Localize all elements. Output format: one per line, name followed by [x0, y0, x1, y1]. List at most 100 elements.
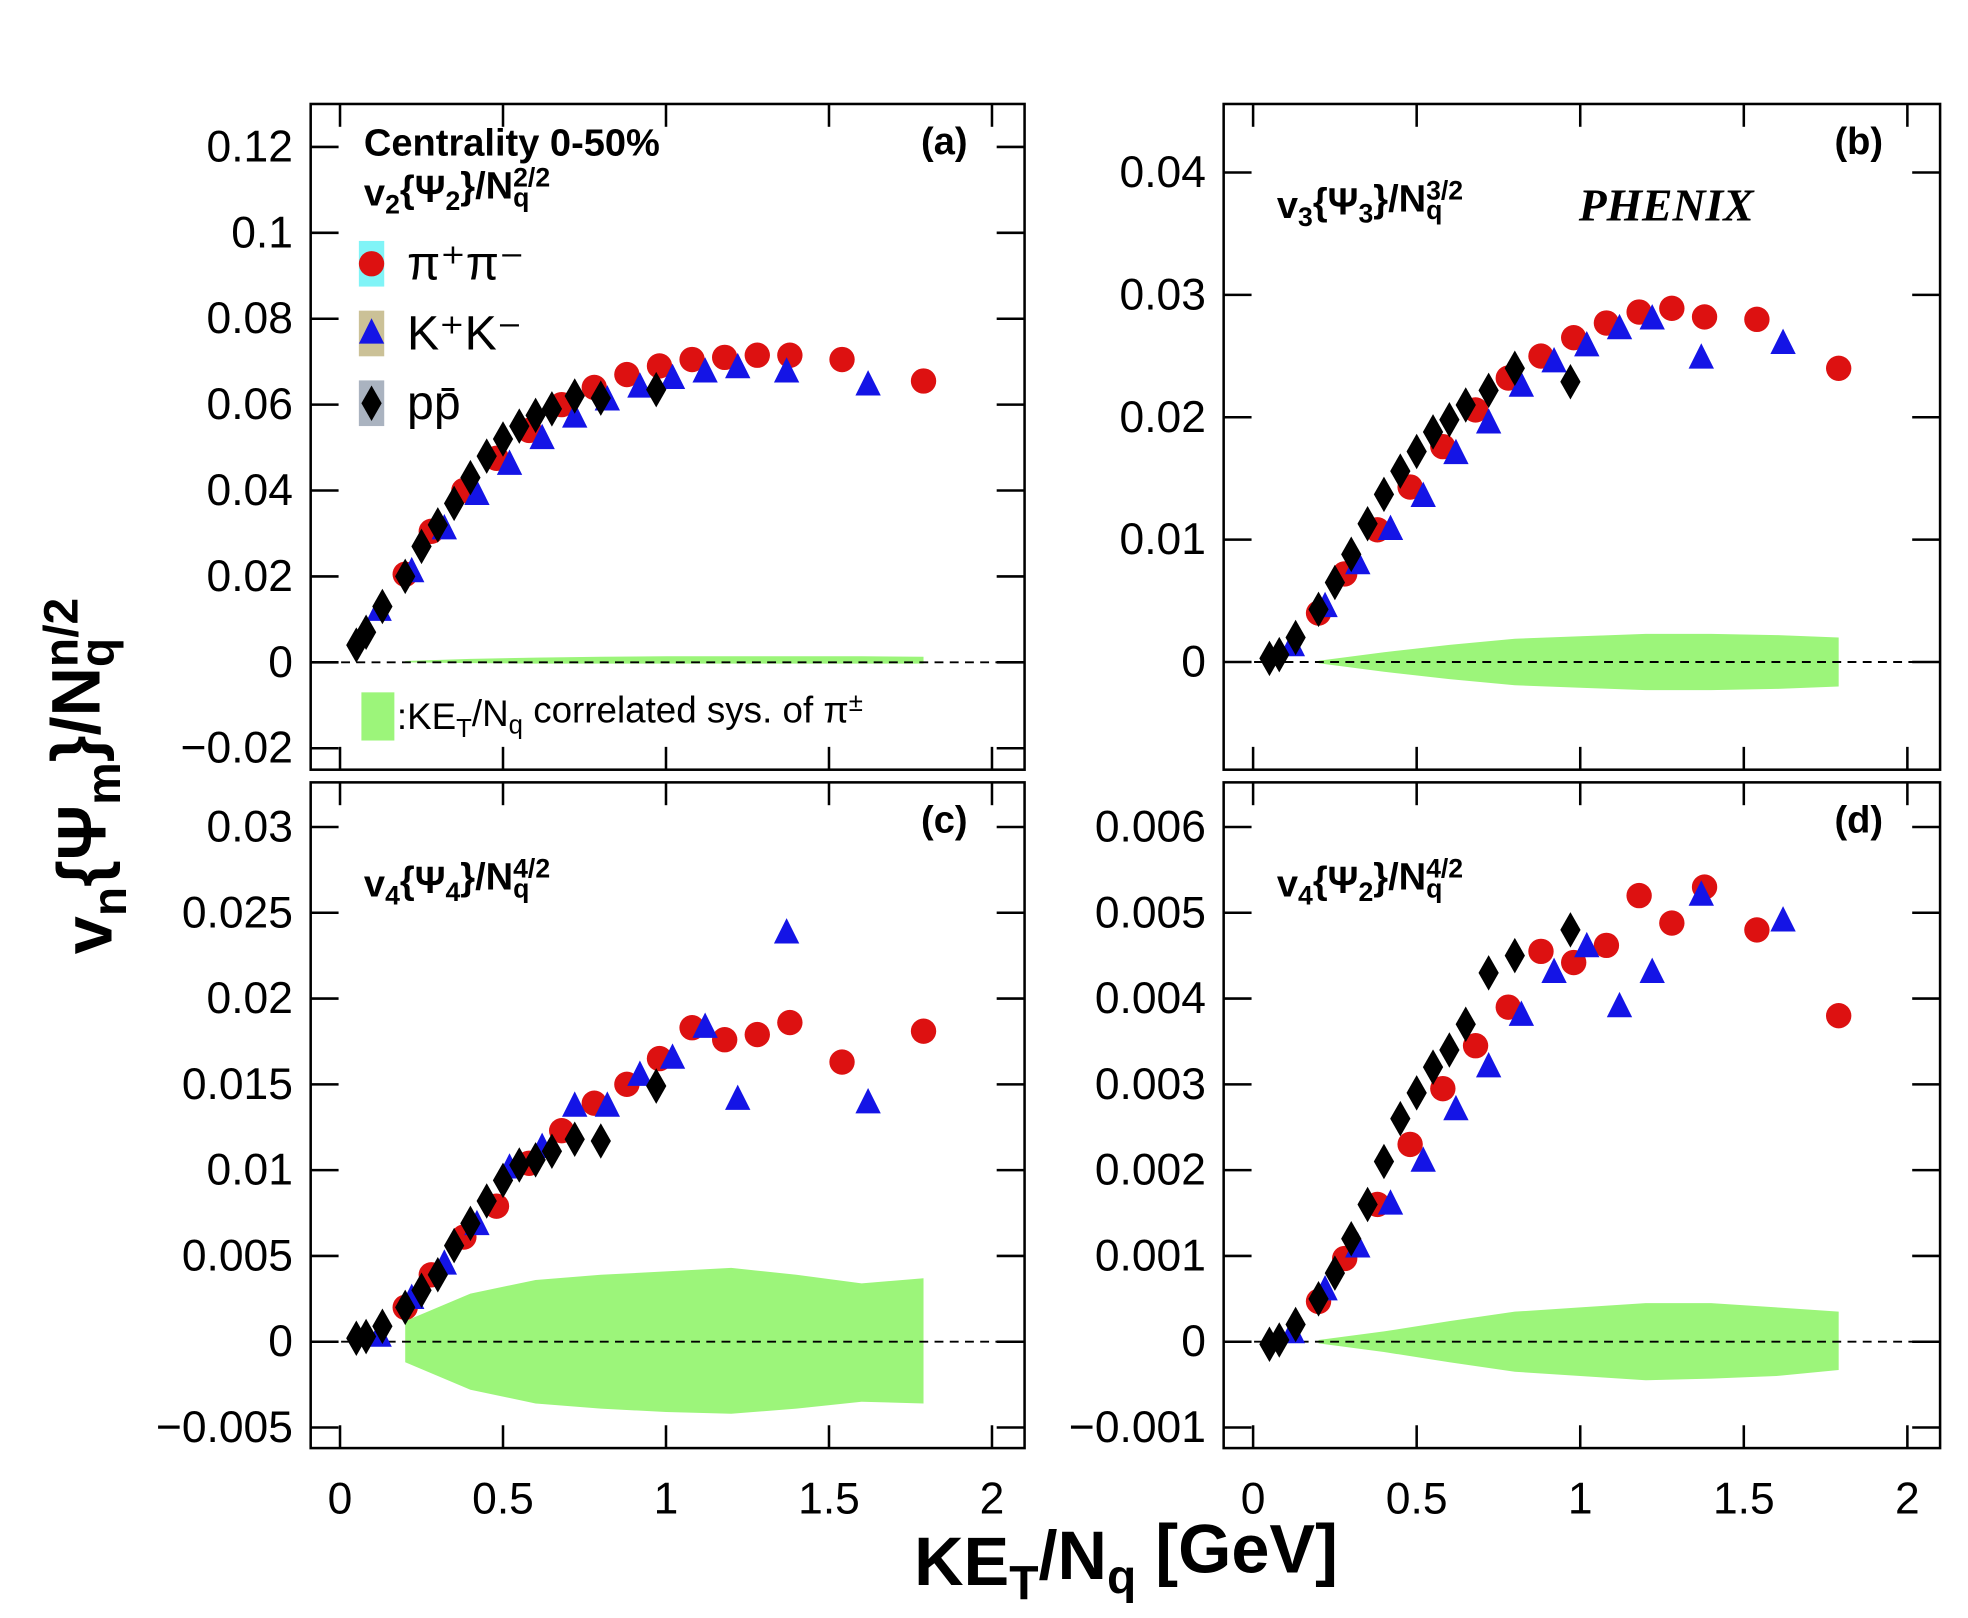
- label-part: q: [1107, 1551, 1136, 1604]
- legend-band-swatch: [361, 692, 395, 741]
- label-part: 3: [1358, 199, 1373, 229]
- sys-band: [405, 656, 924, 664]
- point: [1574, 331, 1600, 357]
- label-part: 2: [1358, 877, 1373, 907]
- label-part: T: [456, 715, 472, 743]
- point: [1659, 295, 1685, 322]
- point: [1443, 438, 1469, 465]
- point: [614, 361, 640, 388]
- y-tick-label: 0.08: [207, 294, 293, 343]
- point: [1308, 1281, 1329, 1317]
- label-part: T: [1009, 1557, 1038, 1610]
- y-tick-label: 0.1: [231, 208, 293, 257]
- legend-marker: [358, 318, 385, 344]
- y-tick-label: 0.04: [207, 466, 293, 515]
- y-tick-label: 0.025: [182, 888, 293, 937]
- label-part: v: [1277, 185, 1298, 227]
- label-part: 4: [445, 877, 460, 907]
- point: [692, 1012, 718, 1038]
- point: [744, 1021, 770, 1048]
- y-tick-label: 0.06: [207, 380, 293, 429]
- point: [1825, 1003, 1852, 1029]
- label-part: q: [72, 638, 125, 667]
- point: [1561, 325, 1587, 351]
- point: [1508, 1000, 1535, 1026]
- label-part: n: [84, 887, 137, 916]
- point: [1626, 882, 1652, 909]
- x-tick-label: 1: [1568, 1474, 1593, 1523]
- label-part: q: [513, 183, 529, 213]
- y-tick-label: 0.04: [1120, 148, 1206, 197]
- label-part: /N: [1039, 1517, 1107, 1594]
- label-part: m: [78, 762, 131, 805]
- panel: −0.005 0 0.005 0.01 0.015 0.02 0.025 0.03 0 0.5 1 1…: [156, 781, 1026, 1523]
- x-axis-title: KET/Nq [GeV]: [914, 1511, 1338, 1611]
- x-tick-label: 0: [328, 1474, 353, 1523]
- point: [692, 357, 718, 383]
- point: [1478, 955, 1499, 991]
- label-part: {Ψ: [400, 860, 446, 902]
- point: [525, 1142, 546, 1178]
- point: [627, 1060, 653, 1086]
- point: [910, 368, 937, 394]
- point: [725, 1084, 751, 1110]
- panel-tag: (c): [921, 799, 967, 841]
- point: [395, 558, 416, 595]
- x-tick-label: 0.5: [472, 1474, 534, 1523]
- point: [1606, 991, 1633, 1018]
- y-axis-title: vn{Ψm}/Nqn/2: [36, 598, 137, 954]
- y-tick-label: 0.001: [1095, 1231, 1206, 1280]
- point: [679, 346, 705, 373]
- point: [744, 342, 770, 368]
- y-tick-label: 0.12: [207, 122, 293, 171]
- point: [1357, 1186, 1378, 1223]
- point: [910, 1018, 937, 1044]
- x-tick-label: 1.5: [798, 1474, 860, 1523]
- label-part: q: [513, 874, 529, 904]
- label-part: :KE: [397, 696, 456, 737]
- label-part: q: [509, 712, 523, 740]
- point: [1390, 1100, 1411, 1137]
- point: [1406, 1075, 1427, 1111]
- label-part: v: [364, 863, 385, 905]
- point: [1688, 880, 1714, 906]
- point: [443, 1227, 465, 1264]
- y-tick-label: 0.01: [1120, 515, 1206, 564]
- panel-label: v4{Ψ4}/Nq4/2: [364, 854, 550, 911]
- point: [1508, 371, 1535, 397]
- label-part: KE: [914, 1523, 1009, 1600]
- label-part: }/N: [460, 166, 513, 208]
- legend-marker: [358, 251, 385, 277]
- label-part: 2/2: [513, 163, 550, 193]
- point: [1744, 917, 1770, 943]
- y-tick-label: 0.03: [207, 802, 293, 851]
- label-part: {Ψ: [1313, 182, 1359, 224]
- point: [659, 1043, 686, 1069]
- label-part: 2: [385, 189, 400, 219]
- point: [1770, 906, 1796, 932]
- label-part: q: [1426, 874, 1442, 904]
- x-tick-label: 1: [654, 1474, 679, 1523]
- point: [427, 1257, 448, 1293]
- point: [411, 528, 432, 565]
- point: [1560, 912, 1581, 948]
- label-part: v: [1277, 863, 1298, 905]
- y-tick-label: −0.005: [156, 1403, 293, 1452]
- label-part: 4: [1298, 880, 1313, 910]
- point: [1639, 304, 1665, 330]
- point: [492, 1162, 514, 1199]
- point: [711, 344, 738, 371]
- y-tick-label: 0.02: [207, 552, 293, 601]
- label-part: 2: [445, 186, 460, 216]
- point: [476, 438, 497, 474]
- point: [1593, 932, 1620, 959]
- label-part: n/2: [36, 598, 89, 667]
- label-part: }/N: [1373, 178, 1426, 220]
- label-part: /N: [472, 693, 509, 734]
- point: [562, 1091, 588, 1117]
- point: [855, 1088, 881, 1114]
- label-part: 3: [1298, 202, 1313, 232]
- point: [829, 346, 855, 373]
